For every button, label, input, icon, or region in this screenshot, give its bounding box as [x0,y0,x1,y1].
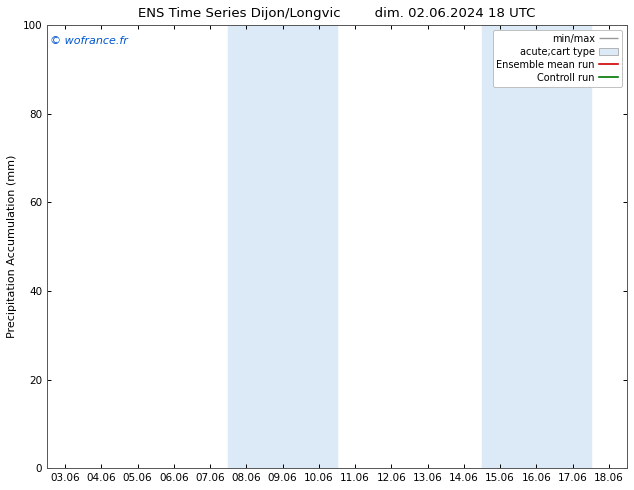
Title: ENS Time Series Dijon/Longvic        dim. 02.06.2024 18 UTC: ENS Time Series Dijon/Longvic dim. 02.06… [138,7,536,20]
Bar [228,25,337,468]
Text: © wofrance.fr: © wofrance.fr [50,36,128,47]
Bar [482,25,591,468]
Legend: min/max, acute;cart type, Ensemble mean run, Controll run: min/max, acute;cart type, Ensemble mean … [493,30,622,87]
Y-axis label: Precipitation Accumulation (mm): Precipitation Accumulation (mm) [7,155,17,339]
